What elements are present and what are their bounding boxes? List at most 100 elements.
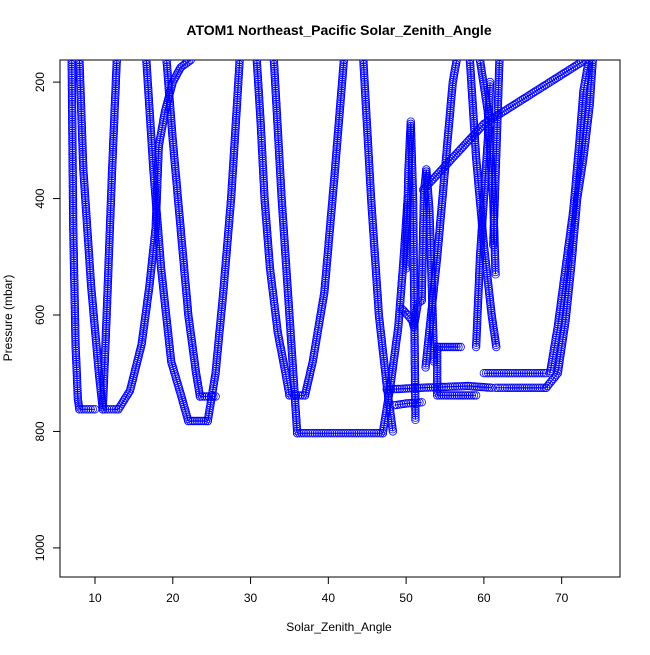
data-point <box>472 164 482 173</box>
data-point <box>101 341 110 350</box>
data-point <box>370 244 379 254</box>
data-point <box>67 71 76 80</box>
data-point <box>254 90 264 99</box>
data-point <box>232 111 241 120</box>
data-point <box>154 237 164 247</box>
data-point <box>453 148 462 158</box>
data-point <box>491 163 500 173</box>
data-point <box>87 290 97 299</box>
data-point <box>151 193 160 203</box>
data-point <box>472 334 481 343</box>
data-point <box>281 251 290 260</box>
data-point <box>567 255 576 264</box>
data-point <box>144 97 154 106</box>
data-point <box>227 185 236 194</box>
data-point <box>87 292 97 301</box>
data-point <box>272 104 281 113</box>
data-point <box>75 73 85 82</box>
data-point <box>581 133 590 143</box>
data-point <box>490 245 499 254</box>
data-point <box>326 219 335 228</box>
data-point <box>78 143 87 152</box>
data-point <box>107 176 116 185</box>
data-point <box>100 365 109 374</box>
data-point <box>221 263 230 272</box>
data-point <box>158 279 167 288</box>
data-point <box>75 60 84 69</box>
data-point <box>100 348 110 357</box>
data-point <box>70 276 79 285</box>
data-point <box>580 144 589 154</box>
data-point <box>281 255 290 265</box>
data-point <box>77 112 86 122</box>
data-point <box>229 150 238 160</box>
data-point <box>493 369 502 378</box>
data-point <box>223 229 233 239</box>
data-point <box>466 66 475 76</box>
data-point <box>408 167 417 177</box>
data-point <box>213 347 222 356</box>
data-point <box>331 160 340 169</box>
data-point <box>433 364 442 374</box>
data-point <box>446 99 455 109</box>
data-point <box>487 306 496 315</box>
data-point <box>253 68 262 78</box>
data-point <box>174 205 184 215</box>
data-point <box>408 170 417 179</box>
data-point <box>92 342 101 352</box>
data-point <box>77 119 86 128</box>
data-point <box>469 112 478 121</box>
data-point <box>433 371 442 380</box>
data-point <box>562 303 572 312</box>
data-point <box>153 215 162 225</box>
data-point <box>72 377 82 386</box>
data-point <box>493 102 503 111</box>
data-point <box>433 345 442 354</box>
data-point <box>221 254 231 263</box>
data-point <box>408 194 418 203</box>
data-point <box>366 187 375 197</box>
data-point <box>407 135 416 144</box>
data-point <box>345 429 355 438</box>
data-point <box>165 94 174 104</box>
data-point <box>322 265 331 274</box>
data-point <box>257 145 267 154</box>
data-point <box>99 376 109 385</box>
data-point <box>320 287 329 296</box>
data-point <box>112 60 121 65</box>
data-point <box>146 127 156 137</box>
data-point <box>408 192 418 201</box>
data-point <box>433 252 442 261</box>
data-point <box>370 240 379 249</box>
data-point <box>330 168 339 178</box>
data-point <box>491 179 500 188</box>
data-point <box>410 387 420 396</box>
data-point <box>170 155 179 165</box>
data-point <box>519 369 529 378</box>
data-point <box>455 382 464 391</box>
data-point <box>262 224 272 234</box>
data-point <box>409 214 418 223</box>
data-point <box>67 75 77 85</box>
data-point <box>475 259 484 268</box>
data-point <box>375 321 385 331</box>
data-point <box>216 318 225 327</box>
data-point <box>408 165 417 175</box>
data-point <box>434 235 443 244</box>
data-point <box>338 75 347 84</box>
data-point <box>417 294 426 303</box>
data-point <box>71 331 80 340</box>
data-point <box>400 307 410 317</box>
data-point <box>406 128 416 137</box>
data-point <box>472 336 481 345</box>
data-point <box>70 302 79 311</box>
data-point <box>257 140 266 150</box>
data-point <box>91 331 100 341</box>
data-point <box>164 335 174 345</box>
data-point <box>334 118 343 128</box>
data-point <box>186 60 195 65</box>
data-point <box>484 369 493 378</box>
data-point <box>489 232 498 241</box>
data-point <box>433 386 442 396</box>
data-point <box>235 60 244 67</box>
